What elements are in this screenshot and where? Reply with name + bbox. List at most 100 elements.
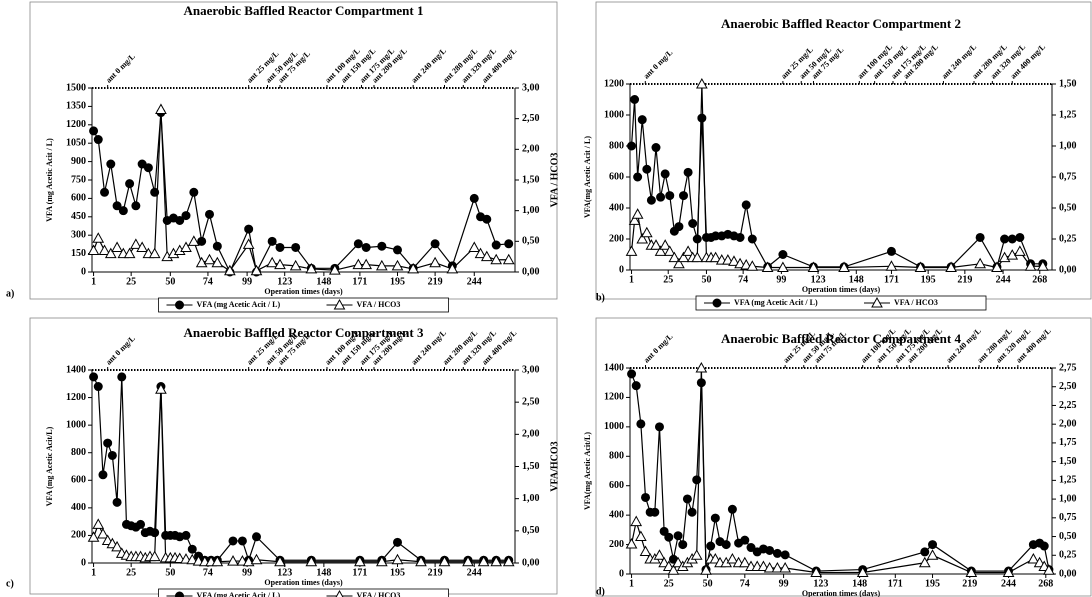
x-tick-label: 171 [888,578,903,589]
x-tick-label: 195 [390,567,405,578]
annotation: ant 0 mg/L [642,48,675,81]
y2-tick-label: 2,00 [522,429,540,440]
y-tick-label: 200 [609,539,624,550]
y-tick-label: 600 [71,475,86,486]
data-point [482,214,492,224]
data-point [446,262,459,274]
data-point [275,242,285,252]
data-point [93,382,103,392]
x-tick-label: 25 [664,578,674,589]
y2-tick-label: 1,00 [1059,493,1077,504]
y2-tick-label: 3,00 [522,364,540,375]
data-point [679,191,689,201]
data-point [227,555,239,566]
data-point [477,555,490,567]
data-point [627,141,637,151]
x-tick-label: 1 [629,578,634,589]
data-point [155,103,167,114]
data-point [328,264,341,275]
data-point [180,241,192,252]
data-point [237,536,247,546]
data-point [148,550,161,562]
data-point [87,531,100,542]
data-point [757,560,770,572]
legend-label: VFA (mg Acetic Acit / L) [197,591,281,597]
data-point [393,245,402,255]
data-point [709,251,722,263]
data-point [181,530,191,540]
y2-tick-label: 0,00 [522,266,540,277]
data-point [93,135,103,145]
y-tick-label: 400 [609,202,624,213]
y-tick-label: 1200 [66,119,86,130]
data-point [136,241,148,252]
data-point [625,538,638,549]
annotation: ant 0 mg/L [104,334,137,367]
y-tick-label: 400 [71,502,86,513]
y2-axis-label: VFA/HCO3 [549,441,560,491]
y-tick-label: 1200 [604,392,624,403]
data-point [123,247,136,259]
data-point [628,214,641,225]
data-point [104,247,117,259]
y2-tick-label: 0,50 [522,236,540,247]
data-point [111,241,123,252]
y-tick-label: 750 [71,174,86,185]
data-point [627,369,637,379]
data-point [189,187,199,197]
data-point [1039,541,1049,551]
x-tick-label: 25 [663,274,673,285]
x-tick-label: 244 [996,274,1011,285]
data-point [772,548,782,558]
data-point [945,261,957,273]
data-point [690,549,703,560]
data-point [765,545,775,555]
y2-tick-label: 0,25 [1059,550,1077,561]
x-tick-label: 123 [813,578,828,589]
data-point [692,475,702,485]
y-tick-label: 600 [609,171,624,182]
x-tick-label: 25 [126,276,136,287]
data-point [112,497,122,507]
data-point [920,547,930,557]
data-point [502,555,515,567]
data-point [710,513,720,523]
data-point [700,564,712,575]
legend-marker [871,296,883,308]
data-point [112,201,122,211]
data-point [727,504,737,514]
data-point [654,422,664,432]
x-tick-label: 219 [428,276,443,287]
data-point [361,242,371,252]
y2-tick-label: 0,75 [1059,171,1077,182]
y2-tick-label: 0,50 [1059,202,1077,213]
data-point [673,257,685,269]
data-point [777,261,789,273]
chart-title: Anaerobic Baffled Reactor Compartment 1 [184,3,424,18]
data-point [92,232,105,243]
data-point [674,222,684,232]
y2-tick-label: 1,00 [522,493,540,504]
legend-marker [175,591,184,597]
data-point [740,535,750,545]
data-point [659,239,672,250]
x-tick-label: 148 [852,578,867,589]
data-point [660,169,670,179]
data-point [391,259,404,271]
x-tick-label: 1 [629,274,634,285]
x-tick-label: 123 [811,274,826,285]
data-point [490,253,503,265]
data-point [695,361,708,373]
data-point [391,553,404,565]
x-tick-label: 74 [203,276,213,287]
data-point [630,515,643,527]
x-tick-label: 25 [126,567,136,578]
data-point [98,244,111,256]
x-tick-label: 1 [91,276,96,287]
data-point [810,566,823,578]
data-point [228,536,238,546]
data-point [779,561,791,573]
data-point [289,259,302,271]
x-tick-label: 99 [242,276,252,287]
y2-tick-label: 3,00 [522,82,540,93]
